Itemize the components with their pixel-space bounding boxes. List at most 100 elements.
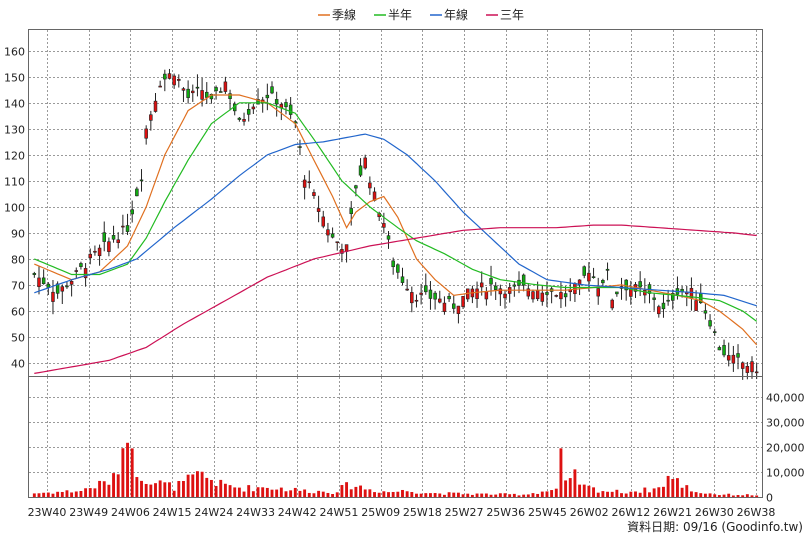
candle-body	[358, 165, 363, 176]
volume-bar	[615, 489, 619, 497]
candle-body	[493, 285, 498, 290]
candle-body	[125, 225, 130, 232]
x-tick-label: 25W27	[445, 506, 484, 519]
volume-bar	[275, 489, 279, 497]
volume-bar	[149, 484, 153, 497]
x-tick-label: 25W09	[361, 506, 400, 519]
candle-body	[573, 283, 577, 295]
candle-body	[498, 288, 503, 295]
candle-body	[745, 365, 750, 373]
volume-bar	[461, 494, 465, 497]
candle-body	[74, 270, 79, 272]
candle-body	[396, 264, 400, 273]
volume-bar	[79, 490, 83, 497]
volume-bar	[373, 492, 376, 497]
candle-body	[694, 300, 698, 311]
volume-bar	[205, 477, 209, 497]
price-tick-label: 90	[11, 228, 25, 241]
candle-body	[703, 310, 708, 314]
volume-bar	[37, 493, 41, 497]
candle-body	[731, 354, 736, 364]
x-tick-label: 23W40	[28, 506, 67, 519]
candle-body	[391, 260, 395, 268]
volume-bar	[107, 484, 111, 497]
candle-body	[335, 241, 339, 244]
candle-body	[237, 117, 242, 120]
volume-bar	[317, 490, 321, 497]
candle-body	[135, 188, 139, 197]
candle-body	[526, 288, 531, 297]
candle-body	[400, 276, 405, 283]
volume-bar	[279, 487, 283, 497]
x-tick-label: 23W49	[69, 506, 108, 519]
x-tick-label: 24W06	[111, 506, 150, 519]
candle-body	[88, 253, 92, 259]
candle-body	[218, 91, 223, 93]
volume-bar	[135, 477, 139, 497]
volume-bar	[582, 484, 586, 497]
volume-axis-ticks: 0 10,000 20,000 30,000 40,000	[766, 392, 805, 505]
candle-body	[610, 299, 614, 309]
volume-bar	[84, 488, 88, 497]
volume-bar	[312, 493, 316, 497]
candle-body	[302, 179, 307, 188]
volume-bar	[564, 480, 568, 497]
volume-tick-label: 0	[766, 492, 773, 505]
volume-bar	[168, 482, 171, 497]
x-tick-label: 24W42	[278, 506, 317, 519]
legend-label: 半年	[388, 8, 412, 22]
candle-body	[83, 268, 88, 279]
volume-bar	[512, 493, 516, 497]
candle-body	[531, 291, 535, 300]
volume-bar	[554, 488, 558, 497]
volume-bar	[419, 493, 423, 497]
volume-bar	[140, 480, 143, 497]
volume-bar	[694, 492, 698, 497]
volume-bar	[42, 492, 46, 497]
candle-body	[97, 247, 102, 257]
volume-bar	[638, 492, 642, 497]
volume-bar	[731, 495, 735, 497]
candle-body	[32, 273, 37, 275]
candle-body	[605, 268, 610, 271]
candle-body	[442, 302, 447, 312]
candle-body	[223, 81, 228, 92]
candle-body	[265, 94, 270, 99]
candle-body	[712, 331, 717, 333]
candle-body	[181, 88, 186, 91]
volume-bar	[331, 493, 335, 497]
volume-tick-label: 40,000	[766, 392, 805, 405]
candle-body	[521, 274, 526, 286]
candle-body	[284, 102, 288, 108]
volume-bar	[536, 493, 540, 497]
candle-body	[144, 128, 148, 139]
candle-body	[591, 276, 596, 279]
candle-body	[307, 181, 312, 184]
candle-body	[274, 99, 279, 105]
candle-body	[214, 87, 218, 92]
volume-bar	[163, 482, 167, 497]
x-tick-label: 24W33	[236, 506, 275, 519]
volume-tick-label: 20,000	[766, 442, 805, 455]
volume-bar	[60, 491, 64, 497]
price-tick-label: 80	[11, 254, 25, 267]
volume-bar	[209, 479, 213, 497]
candle-body	[111, 235, 116, 240]
x-tick-label: 26W21	[653, 506, 692, 519]
volume-tick-label: 10,000	[766, 467, 805, 480]
volume-bar	[391, 491, 395, 497]
volume-bar	[713, 494, 717, 497]
candle-body	[708, 320, 712, 327]
volume-bar	[685, 485, 689, 497]
volume-grid	[29, 377, 762, 497]
volume-bar	[573, 469, 577, 497]
volume-bar	[289, 490, 293, 497]
price-tick-label: 60	[11, 306, 25, 319]
volume-bar	[447, 492, 451, 497]
candle-body	[452, 303, 456, 309]
volume-tick-label: 30,000	[766, 417, 805, 430]
volume-bar	[559, 448, 563, 497]
volume-bar	[671, 478, 675, 497]
ma-line	[34, 224, 757, 374]
candle-body	[419, 292, 423, 295]
